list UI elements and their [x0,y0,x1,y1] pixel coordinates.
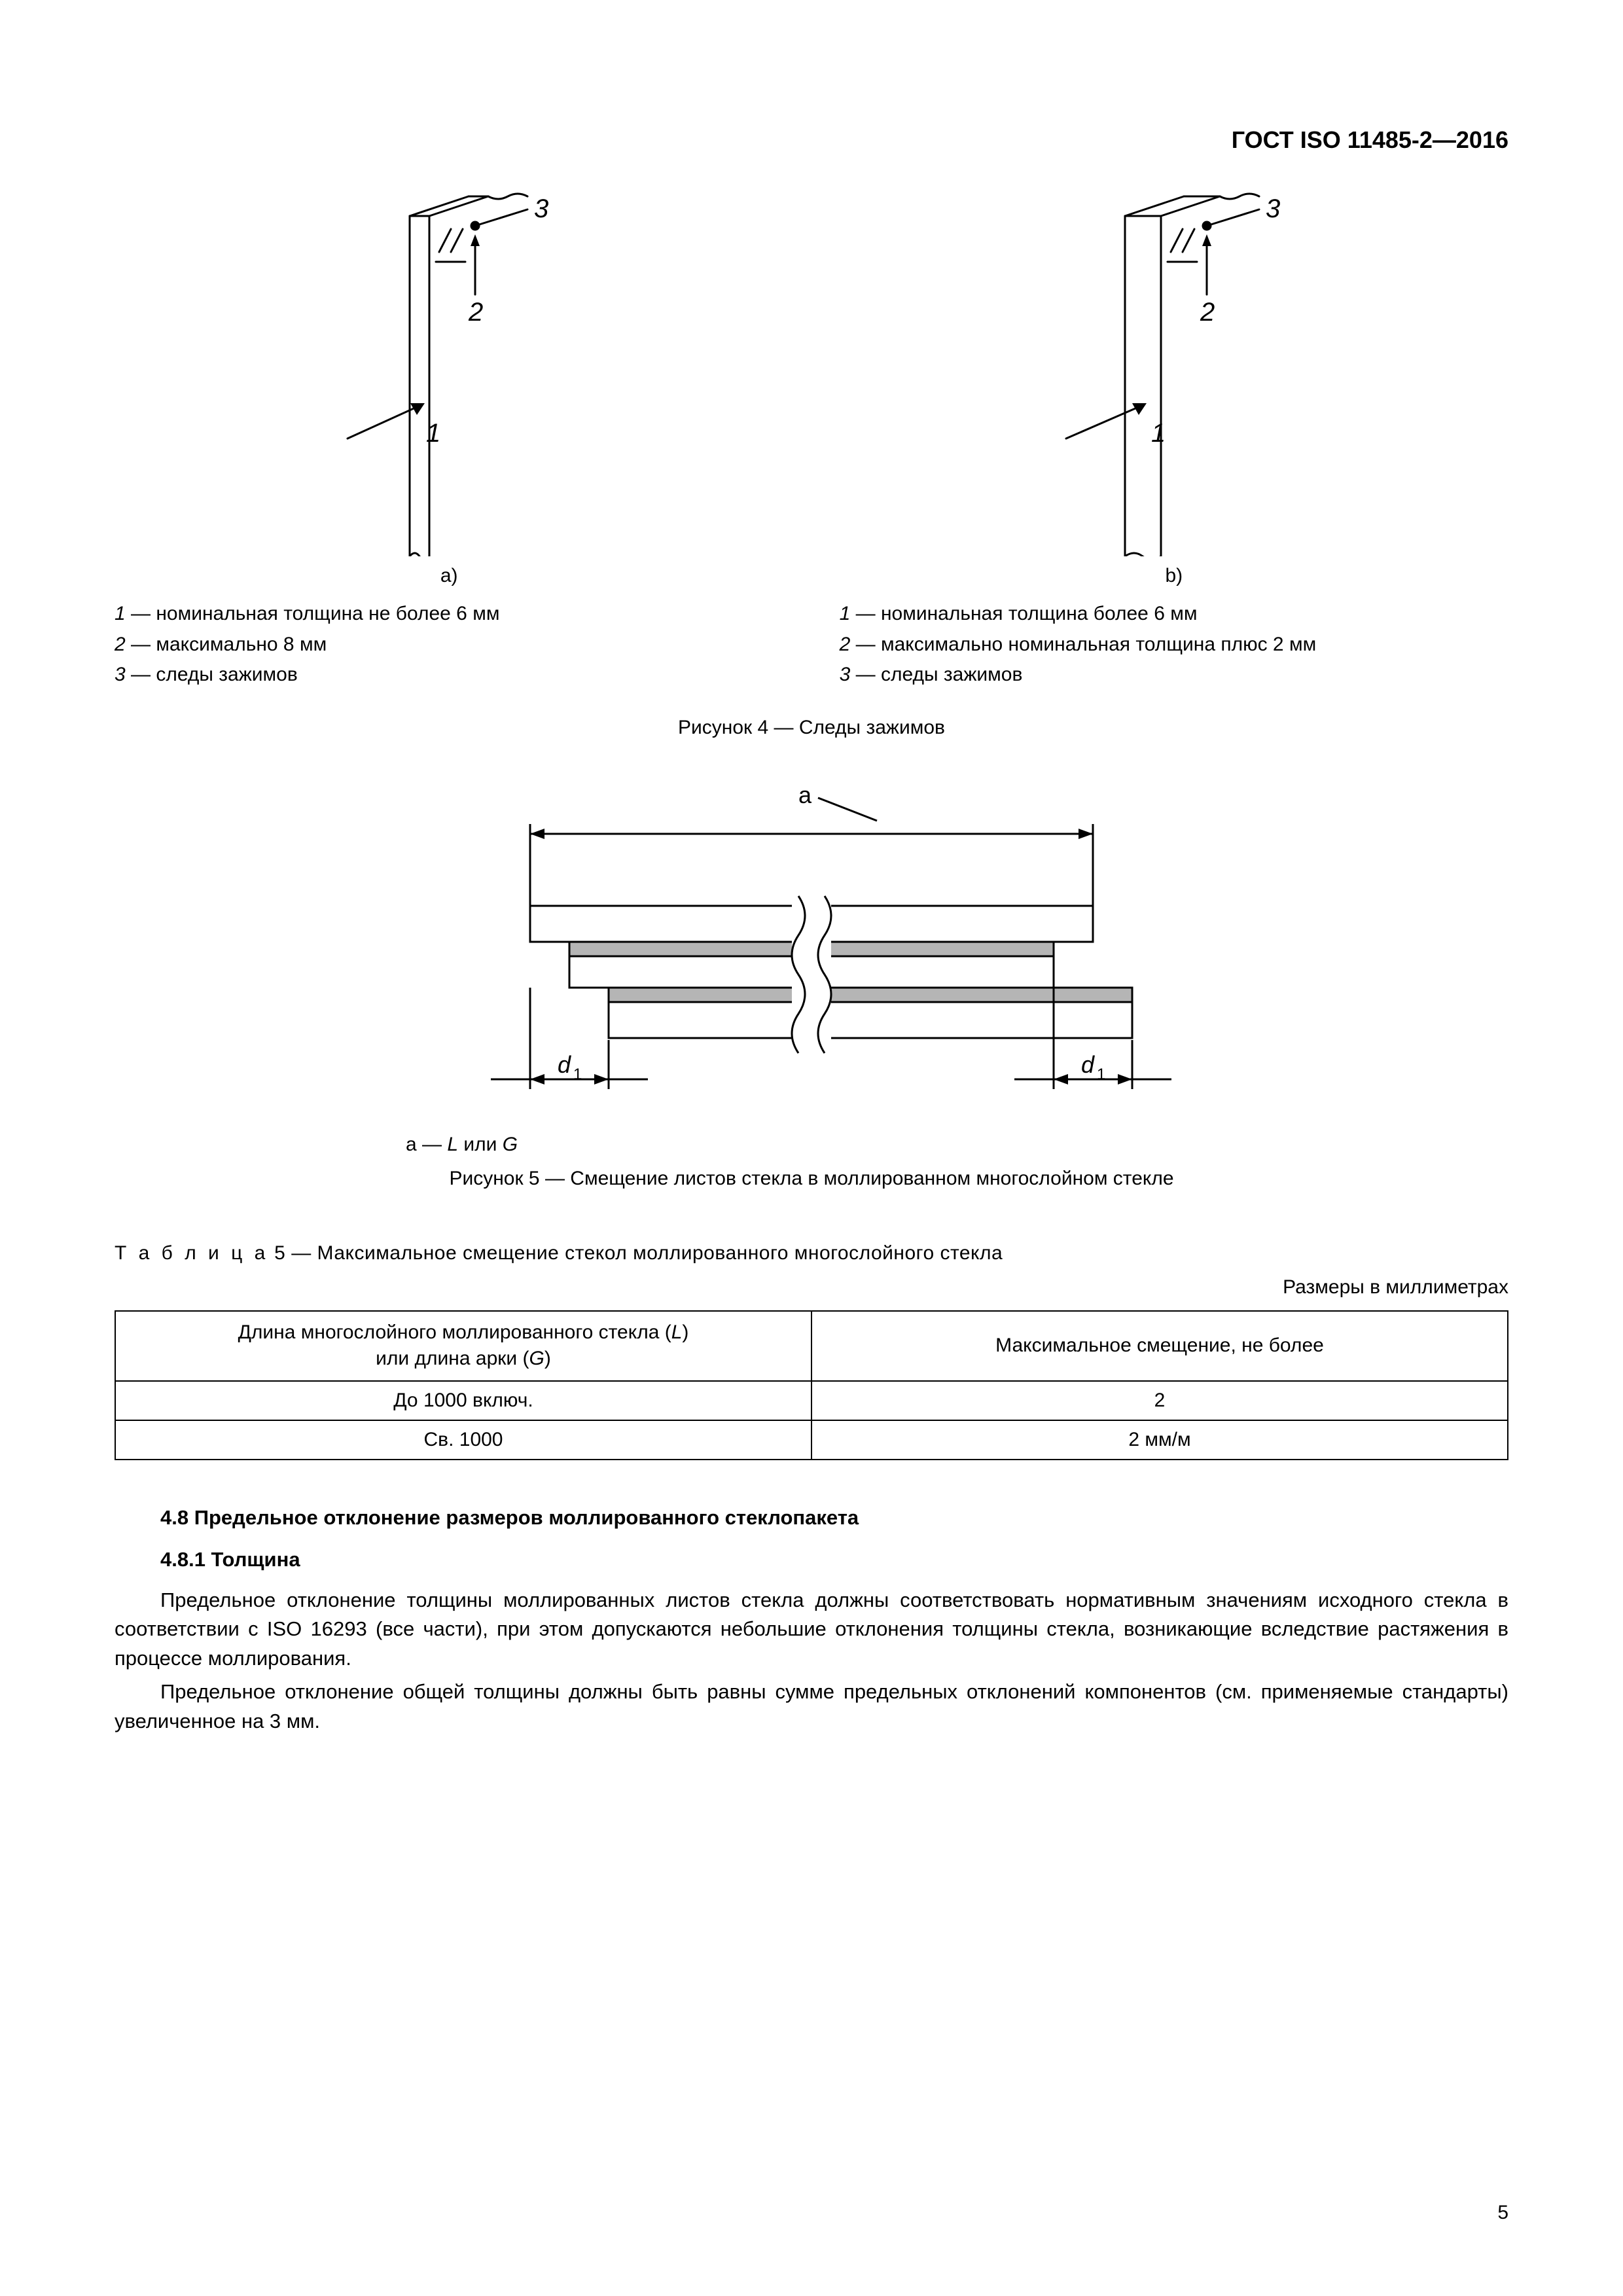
legend-item: 2 — максимально 8 мм [115,630,783,660]
table-row: Св. 1000 2 мм/м [115,1420,1508,1460]
svg-text:d: d [558,1051,571,1078]
figure5-sublabel: a — L или G [115,1134,1508,1156]
table5: Длина многослойного моллированного стекл… [115,1310,1508,1460]
table-row: До 1000 включ. 2 [115,1381,1508,1420]
figure4-right-letter: b) [840,565,1508,587]
body-paragraph: Предельное отклонение общей толщины долж… [115,1677,1508,1736]
table-cell: Св. 1000 [115,1420,812,1460]
figure4-right-legend: 1 — номинальная толщина более 6 мм 2 — м… [840,599,1508,691]
figure4-right-diagram: 3 2 1 [840,190,1508,560]
section-4-8-title: 4.8 Предельное отклонение размеров молли… [115,1506,1508,1530]
table-cell: До 1000 включ. [115,1381,812,1420]
svg-text:3: 3 [534,194,548,223]
figure4-left-letter: a) [115,565,783,587]
page-number: 5 [1497,2202,1508,2224]
svg-text:1: 1 [426,419,440,448]
doc-standard-code: ГОСТ ISO 11485-2—2016 [115,126,1508,154]
figure5-caption: Рисунок 5 — Смещение листов стекла в мол… [115,1168,1508,1190]
svg-text:1: 1 [1151,419,1166,448]
page: ГОСТ ISO 11485-2—2016 [0,0,1623,2296]
table-header-row: Длина многослойного моллированного стекл… [115,1311,1508,1381]
legend-item: 3 — следы зажимов [115,660,783,691]
svg-text:2: 2 [1200,298,1215,327]
legend-item: 3 — следы зажимов [840,660,1508,691]
svg-text:a: a [798,781,812,808]
table5-head-col1: Длина многослойного моллированного стекл… [115,1311,812,1381]
legend-item: 1 — номинальная толщина более 6 мм [840,599,1508,630]
table5-title: Т а б л и ц а 5 — Максимальное смещение … [115,1242,1508,1265]
svg-text:3: 3 [1266,194,1280,223]
legend-item: 1 — номинальная толщина не более 6 мм [115,599,783,630]
svg-text:2: 2 [468,298,483,327]
figure4-left-diagram: 3 2 1 [115,190,783,560]
figure4-left: 3 2 1 a) 1 — номинальная толщина не боле… [115,190,783,691]
figure4-left-legend: 1 — номинальная толщина не более 6 мм 2 … [115,599,783,691]
figure4-caption: Рисунок 4 — Следы зажимов [115,717,1508,739]
legend-item: 2 — максимально номинальная толщина плюс… [840,630,1508,660]
svg-text:d: d [1081,1051,1095,1078]
body-paragraph: Предельное отклонение толщины моллирован… [115,1586,1508,1674]
figure4-right: 3 2 1 b) 1 — номинальная толщина более 6… [840,190,1508,691]
svg-text:1: 1 [1097,1066,1105,1083]
table-cell: 2 мм/м [812,1420,1508,1460]
table5-units: Размеры в миллиметрах [115,1276,1508,1299]
table5-head-col2: Максимальное смещение, не более [812,1311,1508,1381]
figure5: a [115,778,1508,1190]
section-4-8-1-title: 4.8.1 Толщина [115,1548,1508,1571]
table-cell: 2 [812,1381,1508,1420]
figure4-row: 3 2 1 a) 1 — номинальная толщина не боле… [115,190,1508,691]
svg-text:1: 1 [573,1066,582,1083]
